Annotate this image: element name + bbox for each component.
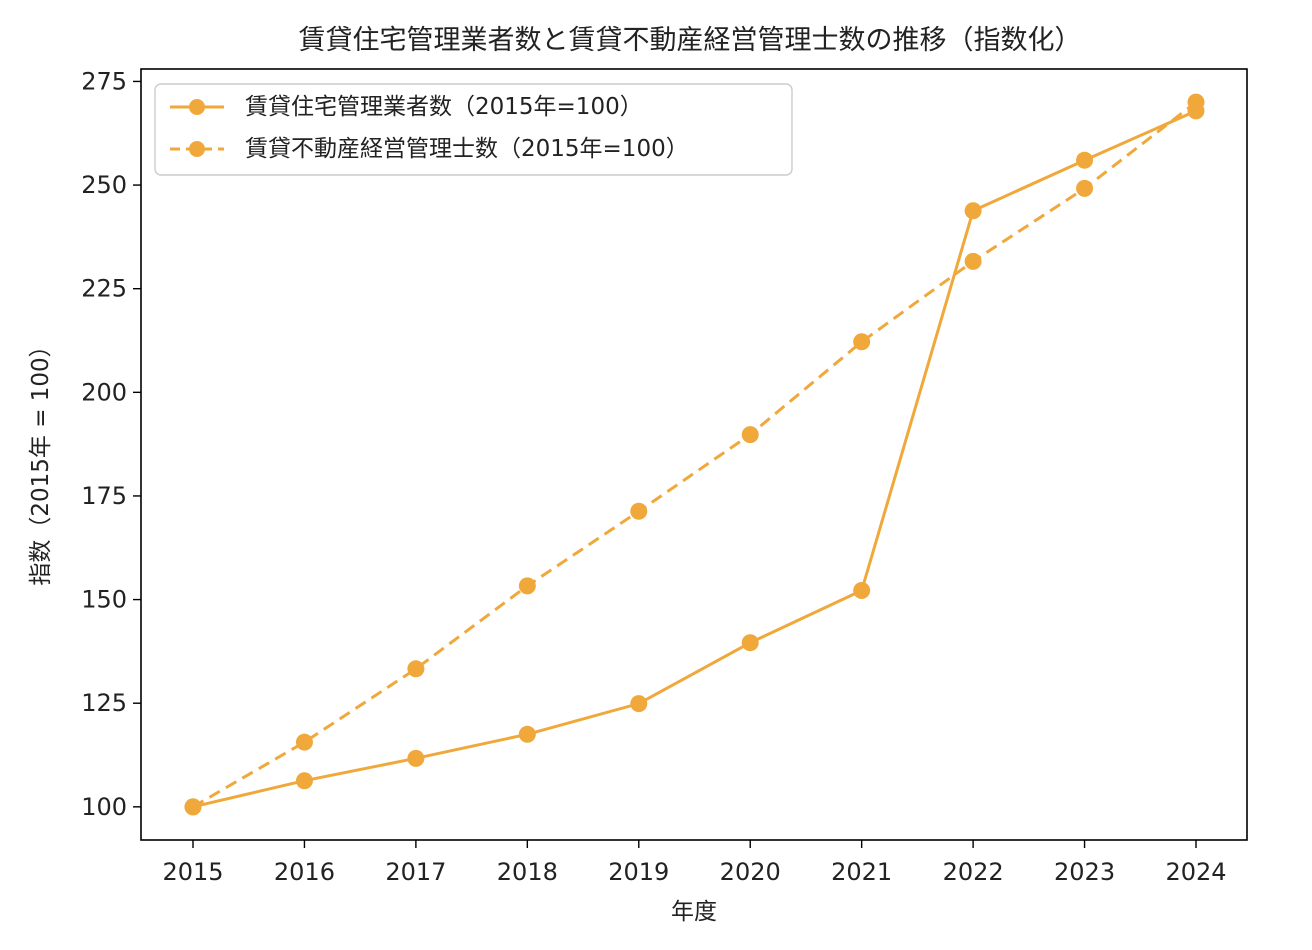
x-tick-label: 2020 [720, 858, 781, 886]
data-point-managers [630, 695, 648, 713]
x-tick-label: 2018 [497, 858, 558, 886]
x-tick-label: 2015 [162, 858, 223, 886]
x-tick-label: 2021 [831, 858, 892, 886]
plot-area [140, 68, 1248, 841]
y-tick-label: 225 [81, 275, 127, 303]
data-point-managers [1076, 151, 1094, 169]
y-tick-label: 150 [81, 586, 127, 614]
x-tick-label: 2016 [274, 858, 335, 886]
data-point-managers [295, 772, 313, 790]
data-point-managers [407, 749, 425, 767]
data-point-licensees [853, 333, 871, 351]
data-point-licensees [407, 660, 425, 678]
x-axis: 2015 2016 2017 2018 2019 2020 2021 2022 2023 2024 [162, 840, 1227, 886]
series-line-managers [192, 109, 1197, 809]
y-tick-label: 275 [81, 67, 127, 95]
y-tick-label: 200 [81, 378, 127, 406]
y-tick-label: 175 [81, 482, 127, 510]
series-line-licensees [192, 101, 1197, 809]
y-axis-label: 指数（2015年 = 100） [28, 334, 54, 585]
data-point-managers [964, 202, 982, 220]
legend-frame [154, 83, 793, 176]
y-tick-label: 100 [81, 793, 127, 821]
data-point-licensees [1076, 179, 1094, 197]
data-point-managers [853, 581, 871, 599]
data-point-licensees [518, 577, 536, 595]
legend: 賃貸住宅管理業者数（2015年=100） 賃貸不動産経営管理士数（2015年=1… [154, 83, 793, 176]
x-tick-label: 2017 [385, 858, 446, 886]
data-point-licensees [630, 502, 648, 520]
y-axis: 100 125 150 175 200 225 250 275 [81, 67, 141, 821]
data-point-licensees [741, 426, 759, 444]
data-point-licensees [1187, 93, 1205, 111]
data-point-managers [518, 725, 536, 743]
x-axis-label: 年度 [671, 899, 717, 925]
x-tick-label: 2023 [1054, 858, 1115, 886]
y-tick-label: 125 [81, 689, 127, 717]
data-point-licensees [964, 252, 982, 270]
x-tick-label: 2019 [608, 858, 669, 886]
legend-item-managers: 賃貸住宅管理業者数（2015年=100） [245, 94, 643, 120]
legend-item-licensees: 賃貸不動産経営管理士数（2015年=100） [245, 136, 689, 162]
x-tick-label: 2022 [943, 858, 1004, 886]
data-point-licensees [184, 798, 202, 816]
data-point-licensees [295, 733, 313, 751]
chart-title: 賃貸住宅管理業者数と賃貸不動産経営管理士数の推移（指数化） [299, 25, 1082, 56]
legend-solid-marker [189, 99, 205, 115]
data-point-managers [741, 634, 759, 652]
legend-dashed-marker [189, 141, 205, 157]
series-group [184, 93, 1205, 816]
y-tick-label: 250 [81, 171, 127, 199]
x-tick-label: 2024 [1165, 858, 1226, 886]
